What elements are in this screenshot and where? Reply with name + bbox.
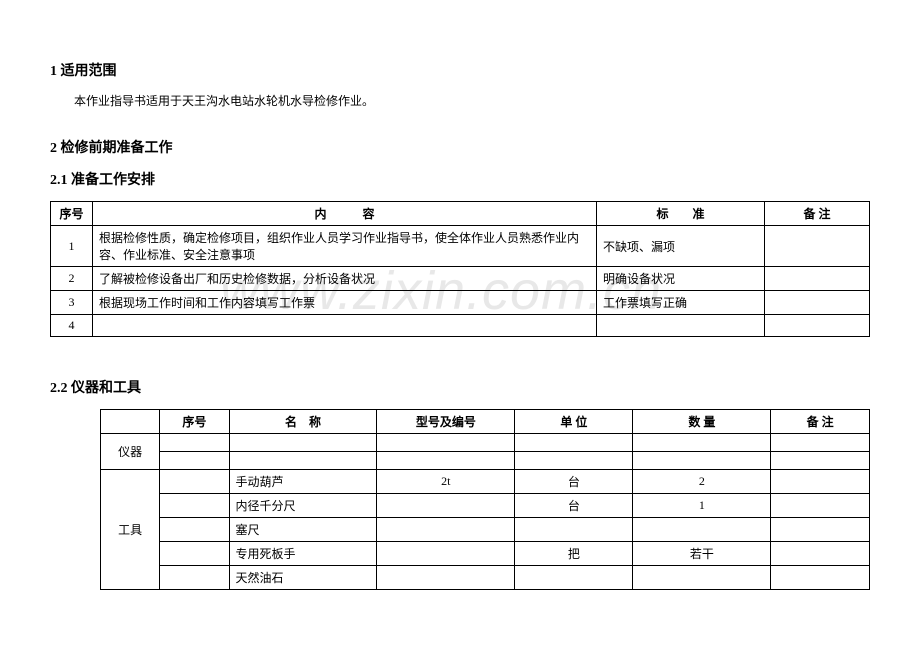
- section-2-heading: 2 检修前期准备工作: [50, 137, 870, 157]
- cell-note: [771, 518, 870, 542]
- cell-note: [771, 494, 870, 518]
- cell-unit: [515, 452, 633, 470]
- cell-content: 了解被检修设备出厂和历史检修数据，分析设备状况: [93, 267, 597, 291]
- cell-note: [765, 267, 870, 291]
- table-row: 4: [51, 315, 870, 337]
- cell-content: [93, 315, 597, 337]
- cell-unit: [515, 434, 633, 452]
- cell-seq: 3: [51, 291, 93, 315]
- cell-seq: 1: [51, 226, 93, 267]
- table-row: 2 了解被检修设备出厂和历史检修数据，分析设备状况 明确设备状况: [51, 267, 870, 291]
- cell-name: 内径千分尺: [229, 494, 377, 518]
- cell-model: [377, 452, 515, 470]
- document-content: 1 适用范围 本作业指导书适用于天王沟水电站水轮机水导检修作业。 2 检修前期准…: [50, 60, 870, 590]
- cell-qty: [633, 566, 771, 590]
- cell-qty: [633, 452, 771, 470]
- cell-note: [771, 566, 870, 590]
- table-header-row: 序号 名 称 型号及编号 单 位 数 量 备 注: [101, 410, 870, 434]
- cell-name: 天然油石: [229, 566, 377, 590]
- cell-seq: 4: [51, 315, 93, 337]
- col-seq: 序号: [160, 410, 229, 434]
- cell-seq: [160, 494, 229, 518]
- table-row: 工具 手动葫芦 2t 台 2: [101, 470, 870, 494]
- cell-name: [229, 452, 377, 470]
- cell-category-instrument: 仪器: [101, 434, 160, 470]
- cell-name: [229, 434, 377, 452]
- cell-seq: [160, 470, 229, 494]
- cell-model: [377, 518, 515, 542]
- cell-note: [765, 291, 870, 315]
- cell-note: [765, 315, 870, 337]
- section-2-1-heading: 2.1 准备工作安排: [50, 169, 870, 189]
- cell-note: [771, 470, 870, 494]
- cell-standard: 不缺项、漏项: [597, 226, 765, 267]
- cell-qty: [633, 518, 771, 542]
- table-row: 1 根据检修性质，确定检修项目，组织作业人员学习作业指导书，使全体作业人员熟悉作…: [51, 226, 870, 267]
- cell-model: [377, 434, 515, 452]
- col-unit: 单 位: [515, 410, 633, 434]
- cell-category-tool: 工具: [101, 470, 160, 590]
- table-row: 3 根据现场工作时间和工作内容填写工作票 工作票填写正确: [51, 291, 870, 315]
- instruments-tools-table: 序号 名 称 型号及编号 单 位 数 量 备 注 仪器: [100, 409, 870, 590]
- cell-note: [771, 434, 870, 452]
- cell-unit: [515, 518, 633, 542]
- preparation-table: 序号 内 容 标 准 备 注 1 根据检修性质，确定检修项目，组织作业人员学习作…: [50, 201, 870, 337]
- cell-seq: 2: [51, 267, 93, 291]
- cell-unit: 台: [515, 470, 633, 494]
- col-note: 备 注: [771, 410, 870, 434]
- cell-content: 根据现场工作时间和工作内容填写工作票: [93, 291, 597, 315]
- col-note: 备 注: [765, 202, 870, 226]
- table-row: 天然油石: [101, 566, 870, 590]
- section-1-heading: 1 适用范围: [50, 60, 870, 80]
- cell-unit: 台: [515, 494, 633, 518]
- cell-note: [771, 452, 870, 470]
- cell-standard: [597, 315, 765, 337]
- col-standard: 标 准: [597, 202, 765, 226]
- cell-model: [377, 542, 515, 566]
- cell-model: 2t: [377, 470, 515, 494]
- table-row: 专用死板手 把 若干: [101, 542, 870, 566]
- table-row: [101, 452, 870, 470]
- col-model: 型号及编号: [377, 410, 515, 434]
- cell-model: [377, 494, 515, 518]
- cell-content: 根据检修性质，确定检修项目，组织作业人员学习作业指导书，使全体作业人员熟悉作业内…: [93, 226, 597, 267]
- cell-seq: [160, 452, 229, 470]
- cell-name: 手动葫芦: [229, 470, 377, 494]
- cell-standard: 工作票填写正确: [597, 291, 765, 315]
- col-seq: 序号: [51, 202, 93, 226]
- table-row: 塞尺: [101, 518, 870, 542]
- cell-qty: 2: [633, 470, 771, 494]
- table-row: 仪器: [101, 434, 870, 452]
- col-category: [101, 410, 160, 434]
- cell-qty: [633, 434, 771, 452]
- col-content: 内 容: [93, 202, 597, 226]
- cell-seq: [160, 434, 229, 452]
- cell-unit: [515, 566, 633, 590]
- cell-standard: 明确设备状况: [597, 267, 765, 291]
- table-header-row: 序号 内 容 标 准 备 注: [51, 202, 870, 226]
- col-qty: 数 量: [633, 410, 771, 434]
- cell-seq: [160, 566, 229, 590]
- col-name: 名 称: [229, 410, 377, 434]
- section-1-body: 本作业指导书适用于天王沟水电站水轮机水导检修作业。: [74, 92, 870, 109]
- cell-qty: 若干: [633, 542, 771, 566]
- cell-name: 专用死板手: [229, 542, 377, 566]
- table-row: 内径千分尺 台 1: [101, 494, 870, 518]
- cell-note: [771, 542, 870, 566]
- section-2-2-heading: 2.2 仪器和工具: [50, 377, 870, 397]
- cell-note: [765, 226, 870, 267]
- cell-seq: [160, 542, 229, 566]
- cell-unit: 把: [515, 542, 633, 566]
- cell-qty: 1: [633, 494, 771, 518]
- cell-model: [377, 566, 515, 590]
- cell-seq: [160, 518, 229, 542]
- cell-name: 塞尺: [229, 518, 377, 542]
